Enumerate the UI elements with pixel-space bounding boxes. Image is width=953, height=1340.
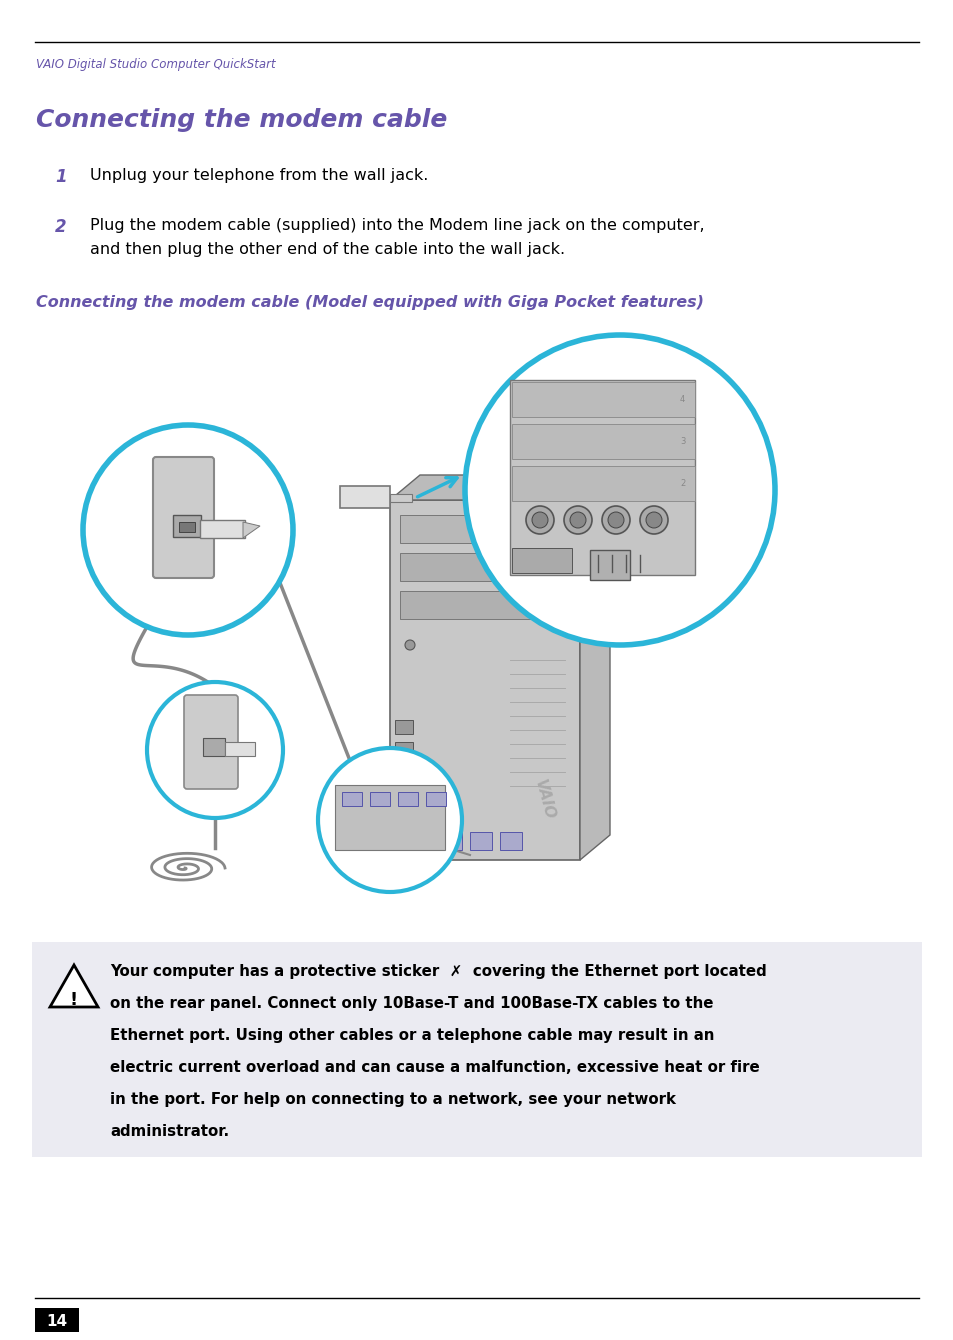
FancyBboxPatch shape [152,457,213,578]
Circle shape [525,507,554,535]
FancyBboxPatch shape [510,381,695,575]
FancyBboxPatch shape [426,792,446,805]
FancyBboxPatch shape [512,382,695,417]
Circle shape [645,512,661,528]
FancyBboxPatch shape [395,787,413,800]
Text: Ethernet port. Using other cables or a telephone cable may result in an: Ethernet port. Using other cables or a t… [110,1028,714,1043]
Text: administrator.: administrator. [110,1124,229,1139]
FancyBboxPatch shape [184,695,237,789]
Text: in the port. For help on connecting to a network, see your network: in the port. For help on connecting to a… [110,1092,676,1107]
Text: Your computer has a protective sticker  ✗  covering the Ethernet port located: Your computer has a protective sticker ✗… [110,963,766,980]
Ellipse shape [147,682,283,817]
Circle shape [563,507,592,535]
Text: !: ! [70,992,78,1009]
FancyBboxPatch shape [395,720,413,734]
FancyBboxPatch shape [399,553,569,582]
Text: VAIO Digital Studio Computer QuickStart: VAIO Digital Studio Computer QuickStart [36,58,275,71]
FancyBboxPatch shape [341,792,361,805]
Text: and then plug the other end of the cable into the wall jack.: and then plug the other end of the cable… [90,243,564,257]
Circle shape [639,507,667,535]
FancyBboxPatch shape [470,832,492,850]
Text: Unplug your telephone from the wall jack.: Unplug your telephone from the wall jack… [90,168,428,184]
Text: 1: 1 [55,168,67,186]
Text: 2: 2 [55,218,67,236]
Circle shape [607,512,623,528]
Polygon shape [50,965,98,1006]
FancyBboxPatch shape [179,523,194,532]
Text: 2: 2 [679,480,684,489]
FancyBboxPatch shape [172,515,201,537]
Text: Connecting the modem cable: Connecting the modem cable [36,109,447,133]
Ellipse shape [464,335,774,645]
Text: Connecting the modem cable (Model equipped with Giga Pocket features): Connecting the modem cable (Model equipp… [36,295,703,310]
Polygon shape [243,523,260,537]
FancyBboxPatch shape [203,738,225,756]
FancyBboxPatch shape [499,832,521,850]
Circle shape [601,507,629,535]
FancyBboxPatch shape [410,832,432,850]
Ellipse shape [83,425,293,635]
Text: VAIO: VAIO [532,779,557,821]
Circle shape [532,512,547,528]
Text: on the rear panel. Connect only 10Base-T and 100Base-TX cables to the: on the rear panel. Connect only 10Base-T… [110,996,713,1010]
Circle shape [405,641,415,650]
FancyBboxPatch shape [32,942,921,1156]
FancyBboxPatch shape [370,792,390,805]
FancyBboxPatch shape [439,832,461,850]
Text: 14: 14 [47,1313,68,1328]
FancyBboxPatch shape [395,764,413,779]
FancyBboxPatch shape [589,549,629,580]
FancyBboxPatch shape [395,742,413,756]
Text: Plug the modem cable (supplied) into the Modem line jack on the computer,: Plug the modem cable (supplied) into the… [90,218,704,233]
FancyBboxPatch shape [397,792,417,805]
FancyBboxPatch shape [390,500,579,860]
FancyBboxPatch shape [339,486,390,508]
Text: 4: 4 [679,395,684,405]
FancyBboxPatch shape [35,1308,79,1332]
FancyBboxPatch shape [395,808,413,821]
Text: 3: 3 [679,437,684,446]
FancyBboxPatch shape [200,520,245,537]
FancyBboxPatch shape [399,515,569,543]
FancyBboxPatch shape [512,548,572,574]
FancyBboxPatch shape [335,785,444,850]
Polygon shape [579,474,609,860]
Polygon shape [390,474,609,500]
Text: electric current overload and can cause a malfunction, excessive heat or fire: electric current overload and can cause … [110,1060,759,1075]
Ellipse shape [317,748,461,892]
FancyBboxPatch shape [225,742,254,756]
FancyBboxPatch shape [512,423,695,460]
Polygon shape [390,494,412,502]
FancyBboxPatch shape [512,466,695,501]
FancyBboxPatch shape [399,591,569,619]
Circle shape [569,512,585,528]
